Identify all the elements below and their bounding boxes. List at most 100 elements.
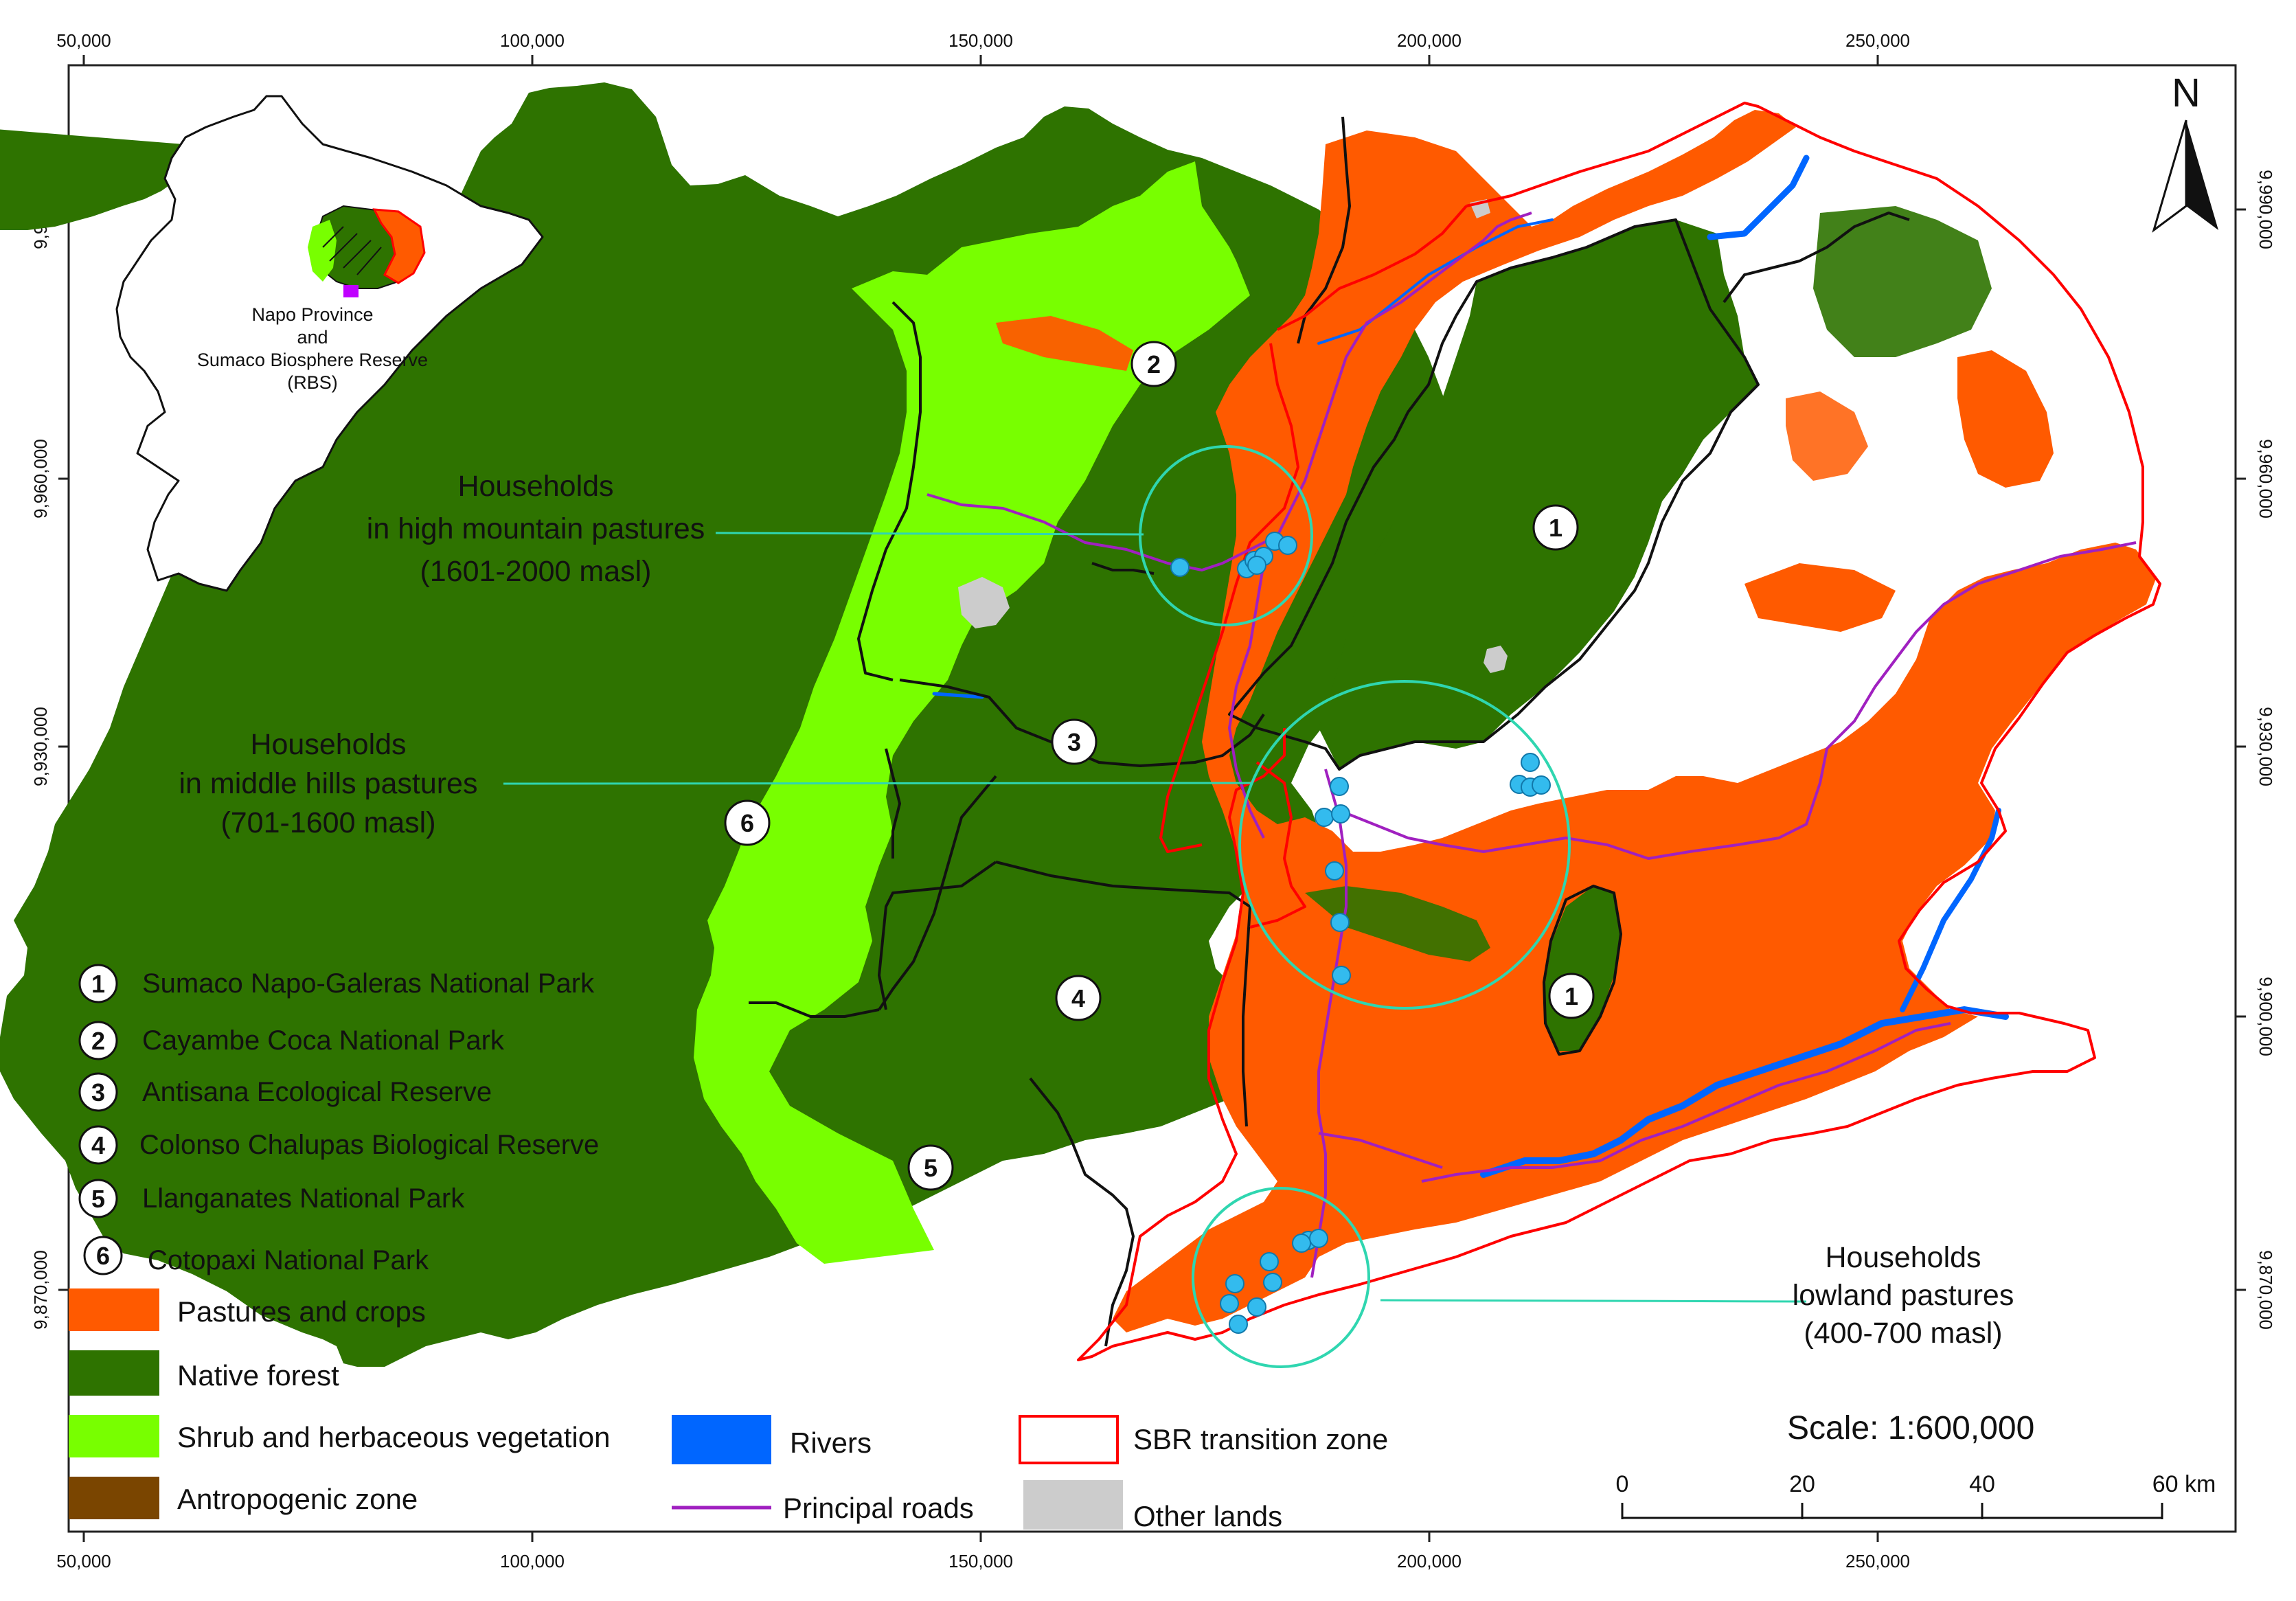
x-tick-label: 200,000 — [1397, 30, 1462, 51]
x-tick-label: 150,000 — [948, 1551, 1013, 1571]
marker-6: 6 — [724, 799, 771, 846]
high-mountain-circle — [1139, 445, 1313, 626]
x-tick-label: 50,000 — [56, 1551, 111, 1571]
principal-roads — [927, 212, 2137, 1278]
shrub-vegetation-west — [694, 161, 1250, 1264]
inset-label-line4: (RBS) — [287, 372, 338, 393]
y-tick-label: 9,960,000 — [2255, 439, 2276, 519]
x-tick-label: 100,000 — [500, 30, 565, 51]
annotation-leaders — [503, 532, 1807, 1303]
y-tick-label: 9,870,000 — [2255, 1250, 2276, 1330]
svg-text:1: 1 — [1565, 982, 1578, 1010]
svg-text:Rivers: Rivers — [790, 1427, 872, 1459]
x-tick-label: 250,000 — [1845, 1551, 1910, 1571]
legend-item-park-4: 4 Colonso Chalupas Biological Reserve — [78, 1125, 599, 1165]
svg-text:4: 4 — [1071, 984, 1085, 1012]
marker-5: 5 — [907, 1144, 954, 1191]
inset-napo-west — [308, 220, 337, 282]
lowland-circle — [1192, 1187, 1370, 1368]
svg-text:1: 1 — [91, 970, 105, 998]
inset-map: Napo Province and Sumaco Biosphere Reser… — [115, 95, 544, 592]
legend-item-park-6: 6 Cotopaxi National Park — [83, 1236, 429, 1275]
middle-hills-circle — [1238, 680, 1571, 1010]
legend-item-transition-zone: SBR transition zone — [1019, 1415, 1388, 1464]
svg-text:Cotopaxi National Park: Cotopaxi National Park — [148, 1245, 429, 1275]
svg-text:Shrub and herbaceous vegetatio: Shrub and herbaceous vegetation — [177, 1421, 610, 1453]
marker-4: 4 — [1055, 975, 1102, 1021]
svg-text:Antropogenic zone: Antropogenic zone — [177, 1483, 418, 1515]
y-axis-left: 9,990,000 9,960,000 9,930,000 9,900,000 … — [30, 170, 51, 1330]
x-tick-label: 50,000 — [56, 30, 111, 51]
svg-text:4: 4 — [91, 1131, 105, 1159]
svg-text:Pastures and crops: Pastures and crops — [177, 1295, 426, 1328]
y-axis-right: 9,990,000 9,960,000 9,930,000 9,900,000 … — [2255, 170, 2276, 1330]
household-points — [1170, 532, 1551, 1334]
legend-item-shrub: Shrub and herbaceous vegetation — [69, 1415, 610, 1457]
scale-bar: Scale: 1:600,000 0 20 40 60 km — [1616, 1410, 2216, 1519]
x-tick-label: 100,000 — [500, 1551, 565, 1571]
y-tick-label: 9,960,000 — [30, 439, 51, 519]
annotation-low-line2: lowland pastures — [1793, 1279, 2014, 1312]
inset-label-line2: and — [297, 327, 328, 348]
north-arrow: N — [2152, 71, 2218, 233]
transition-zone-boundary — [1077, 102, 2161, 1361]
svg-text:2: 2 — [91, 1027, 105, 1055]
y-tick-label: 9,900,000 — [2255, 977, 2276, 1056]
inset-anthropogenic — [343, 285, 359, 297]
marker-3: 3 — [1051, 718, 1098, 765]
x-axis-top: 50,000 100,000 150,000 200,000 250,000 — [56, 30, 1910, 51]
legend-item-other-lands: Other lands — [1023, 1480, 1282, 1532]
rivers — [932, 155, 2009, 1178]
svg-text:3: 3 — [1067, 728, 1081, 756]
inset-transition-zone — [372, 208, 426, 284]
x-axis-bottom: 50,000 100,000 150,000 200,000 250,000 — [56, 1551, 1910, 1571]
annotation-high-line3: (1601-2000 masl) — [420, 555, 651, 588]
scale-tick-label: 40 — [1969, 1471, 1995, 1497]
legend-item-park-2: 2 Cayambe Coca National Park — [78, 1021, 505, 1060]
marker-1b: 1 — [1548, 973, 1595, 1019]
annotation-low-line3: (400-700 masl) — [1804, 1317, 2002, 1350]
legend-item-park-3: 3 Antisana Ecological Reserve — [78, 1072, 492, 1112]
legend-item-native-forest: Native forest — [69, 1350, 339, 1396]
legend-item-park-1: 1 Sumaco Napo-Galeras National Park — [78, 964, 595, 1003]
svg-text:Llanganates National Park: Llanganates National Park — [142, 1183, 465, 1214]
symbols-legend: Rivers Principal roads SBR transition zo… — [672, 1415, 1388, 1532]
north-arrow-icon — [2186, 120, 2218, 230]
marker-1a: 1 — [1532, 504, 1579, 551]
legend-item-rivers: Rivers — [672, 1415, 872, 1464]
legend-item-anthropogenic: Antropogenic zone — [69, 1477, 418, 1519]
annotation-high-line1: Households — [457, 470, 613, 503]
marker-2: 2 — [1130, 341, 1177, 387]
other-lands — [958, 199, 1508, 673]
y-tick-label: 9,990,000 — [2255, 170, 2276, 249]
y-tick-label: 9,930,000 — [30, 707, 51, 786]
svg-text:6: 6 — [740, 809, 754, 837]
svg-text:Native forest: Native forest — [177, 1359, 339, 1392]
svg-text:5: 5 — [91, 1185, 105, 1213]
svg-text:5: 5 — [924, 1154, 937, 1182]
household-circles — [1139, 445, 1571, 1368]
scale-tick-label: 0 — [1616, 1471, 1629, 1497]
svg-text:Other lands: Other lands — [1133, 1500, 1282, 1532]
land-cover-legend: Pastures and crops Native forest Shrub a… — [69, 1288, 610, 1519]
svg-text:Antisana Ecological Reserve: Antisana Ecological Reserve — [142, 1077, 492, 1107]
svg-text:2: 2 — [1147, 350, 1161, 378]
x-tick-label: 150,000 — [948, 30, 1013, 51]
y-tick-label: 9,930,000 — [2255, 707, 2276, 786]
protected-areas-legend: 1 Sumaco Napo-Galeras National Park 2 Ca… — [78, 964, 599, 1275]
inset-label-line3: Sumaco Biosphere Reserve — [197, 350, 428, 370]
annotation-middle-line3: (701-1600 masl) — [220, 806, 435, 839]
legend-item-park-5: 5 Llanganates National Park — [78, 1179, 465, 1218]
north-label: N — [2172, 71, 2201, 115]
annotation-high-line2: in high mountain pastures — [367, 512, 705, 545]
svg-text:1: 1 — [1549, 514, 1562, 542]
svg-text:Principal roads: Principal roads — [783, 1492, 974, 1524]
scale-title: Scale: 1:600,000 — [1787, 1410, 2034, 1446]
y-tick-label: 9,870,000 — [30, 1250, 51, 1330]
x-tick-label: 200,000 — [1397, 1551, 1462, 1571]
svg-text:Colonso Chalupas Biological Re: Colonso Chalupas Biological Reserve — [139, 1130, 599, 1160]
inset-label-line1: Napo Province — [251, 304, 373, 325]
scale-tick-label: 20 — [1789, 1471, 1815, 1497]
inset-hatch — [322, 226, 382, 275]
